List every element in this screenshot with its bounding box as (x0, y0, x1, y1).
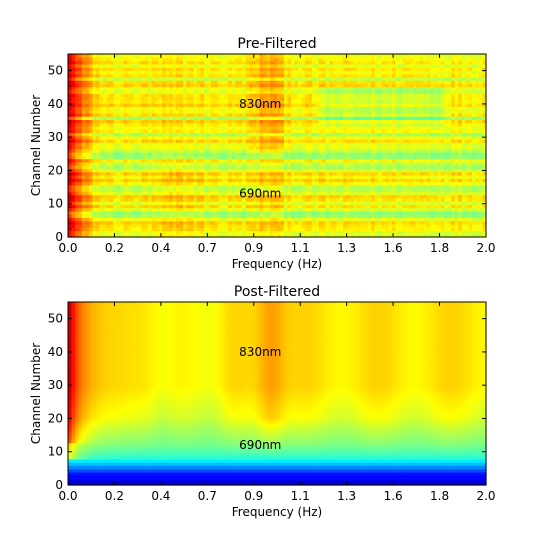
pre-filtered-panel: 0.0 0.2 0.4 0.7 0.9 1.1 1.3 1.6 1.8 2.0 0 10 20 30 40 5… (29, 36, 496, 271)
pre-filtered-x-tick-label: 1.6 (384, 241, 403, 255)
pre-filtered-plot-frame (67, 53, 487, 238)
post-filtered-x-tick-label: 1.6 (384, 489, 403, 503)
post-filtered-heatmap-image (68, 302, 487, 486)
post-filtered-plot-frame (67, 301, 487, 486)
post-filtered-y-tick-label: 10 (48, 445, 63, 459)
pre-filtered-x-tick-label: 2.0 (476, 241, 495, 255)
pre-filtered-x-tick-label: 0.0 (58, 241, 77, 255)
post-filtered-annotation-690nm: 690nm (239, 438, 281, 452)
pre-filtered-y-tick-label: 10 (48, 197, 63, 211)
pre-filtered-y-tick-label: 0 (55, 230, 63, 244)
post-filtered-annotation-830nm: 830nm (239, 345, 281, 359)
post-filtered-title: Post-Filtered (234, 284, 320, 300)
post-filtered-x-axis-label: Frequency (Hz) (232, 505, 323, 519)
post-filtered-y-axis-label: Channel Number (29, 343, 43, 444)
pre-filtered-x-tick-label: 1.3 (337, 241, 356, 255)
post-filtered-y-tick-label: 20 (48, 411, 63, 425)
pre-filtered-heatmap-image (68, 54, 487, 238)
pre-filtered-y-tick-label: 40 (48, 97, 63, 111)
post-filtered-y-tick-label: 40 (48, 345, 63, 359)
pre-filtered-x-tick-label: 0.2 (105, 241, 124, 255)
pre-filtered-x-tick-label: 0.4 (151, 241, 170, 255)
post-filtered-x-tick-label: 0.0 (58, 489, 77, 503)
pre-filtered-x-tick-label: 1.1 (291, 241, 310, 255)
pre-filtered-y-axis-label: Channel Number (29, 95, 43, 196)
pre-filtered-annotation-830nm: 830nm (239, 97, 281, 111)
post-filtered-x-tick-label: 0.4 (151, 489, 170, 503)
pre-filtered-x-axis-label: Frequency (Hz) (232, 257, 323, 271)
post-filtered-x-tick-label: 0.2 (105, 489, 124, 503)
post-filtered-y-tick-label: 0 (55, 478, 63, 492)
post-filtered-y-tick-label: 30 (48, 378, 63, 392)
pre-filtered-x-tick-label: 1.8 (430, 241, 449, 255)
pre-filtered-y-tick-label: 30 (48, 130, 63, 144)
post-filtered-x-tick-label: 1.8 (430, 489, 449, 503)
post-filtered-x-tick-label: 1.1 (291, 489, 310, 503)
post-filtered-x-tick-label: 1.3 (337, 489, 356, 503)
pre-filtered-annotation-690nm: 690nm (239, 187, 281, 201)
pre-filtered-y-tick-label: 50 (48, 64, 63, 78)
post-filtered-x-tick-label: 0.9 (244, 489, 263, 503)
pre-filtered-x-tick-label: 0.9 (244, 241, 263, 255)
post-filtered-x-tick-label: 2.0 (476, 489, 495, 503)
pre-filtered-x-tick-label: 0.7 (198, 241, 217, 255)
post-filtered-y-tick-label: 50 (48, 312, 63, 326)
post-filtered-x-tick-label: 0.7 (198, 489, 217, 503)
pre-filtered-y-tick-label: 20 (48, 163, 63, 177)
pre-filtered-title: Pre-Filtered (237, 36, 316, 52)
post-filtered-panel: 0.0 0.2 0.4 0.7 0.9 1.1 1.3 1.6 1.8 2.0 0 10 20 30 40 5… (29, 284, 496, 519)
